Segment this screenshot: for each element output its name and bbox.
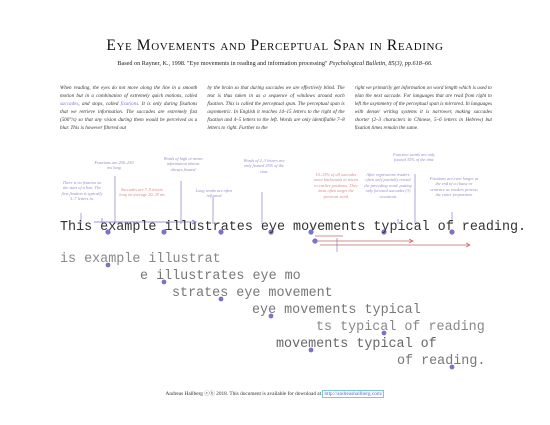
fixation-dot — [218, 229, 224, 235]
fixation-dot — [308, 229, 314, 235]
footer: Andreas Hallberg ⓒⓑ 2018. This document … — [0, 389, 550, 398]
intro-column-3: right we primarily get information on wo… — [354, 85, 492, 131]
span-row-5: ts typical of reading — [316, 320, 485, 335]
example-sentence: This example illustrates eye movements t… — [60, 220, 527, 235]
subtitle: Based on Rayner, K., 1998. "Eye movement… — [0, 60, 550, 67]
subtitle-journal: Psychological Bulletin, 85(3), pp.618–66… — [329, 60, 433, 67]
span-fixations — [105, 262, 455, 370]
regression-arrows — [312, 235, 471, 248]
subtitle-reference: Based on Rayner, K., 1998. "Eye movement… — [117, 60, 328, 67]
span-fixation-dot — [308, 347, 314, 353]
regression-arrowhead-1 — [408, 238, 414, 244]
span-fixation-dot — [268, 313, 274, 319]
footer-link[interactable]: http://andreashallberg.com/ — [322, 390, 385, 398]
fixation-dot — [161, 229, 167, 235]
span-fixation-dot — [381, 330, 387, 336]
span-fixation-dot — [105, 262, 111, 268]
main-fixations — [105, 229, 455, 244]
span-row-7: of reading. — [397, 354, 486, 369]
span-row-6: movements typical of — [276, 337, 437, 352]
fixation-dot — [381, 229, 387, 235]
fixation-dot — [312, 238, 318, 244]
span-row-1: is example illustrat — [60, 252, 221, 267]
regression-arrowhead-2 — [465, 242, 471, 248]
saccade-arrowhead — [191, 219, 197, 225]
page-title: Eye Movements and Perceptual Span in Rea… — [106, 37, 444, 54]
span-fixation-dot — [449, 364, 455, 370]
saccade-arrow — [94, 218, 197, 226]
fixation-dot — [105, 229, 111, 235]
fixation-dot — [449, 229, 455, 235]
footer-credit: Andreas Hallberg ⓒⓑ 2018. This document … — [165, 391, 322, 397]
intro-column-2: by the brain so that during saccades we … — [207, 85, 345, 131]
span-fixation-dot — [161, 279, 167, 285]
note-connectors — [80, 174, 453, 252]
span-fixation-dot — [218, 296, 224, 302]
span-row-2: e illustrates eye mo — [140, 269, 301, 284]
intro-text: When reading, the eyes do not move along… — [60, 85, 492, 147]
intro-column-1: When reading, the eyes do not move along… — [60, 85, 198, 131]
span-row-3: strates eye movement — [172, 286, 333, 301]
fixation-dot — [268, 229, 274, 235]
span-row-4: eye movements typical — [252, 303, 421, 318]
